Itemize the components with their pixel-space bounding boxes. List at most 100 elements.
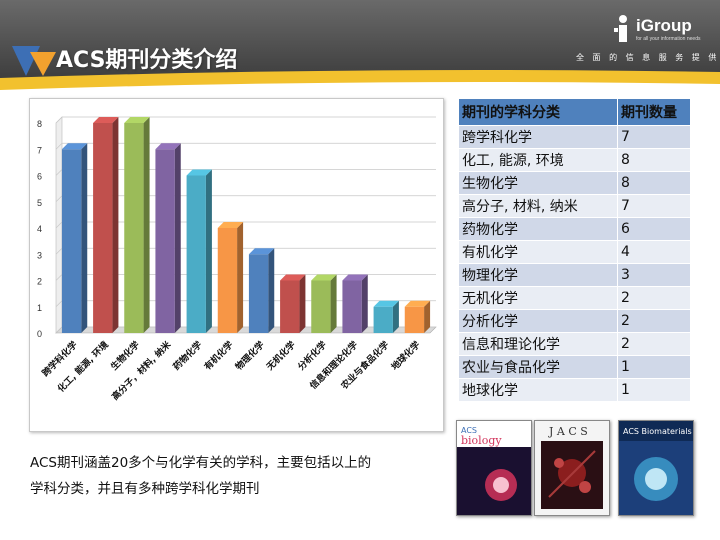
table-cell-count: 4 [617, 240, 691, 264]
bar-side [237, 222, 244, 333]
bar [280, 280, 300, 333]
slide-header [0, 0, 720, 80]
bar-side [361, 274, 368, 333]
bar [404, 306, 425, 333]
bar-top [155, 143, 181, 150]
triangle-logo-icon [12, 46, 56, 76]
x-tick-label: 地球化学 [389, 339, 423, 373]
table-cell-category: 生物化学 [458, 171, 618, 195]
header-category: 期刊的学科分类 [458, 98, 618, 126]
bar-side [143, 117, 150, 333]
category-table: 期刊的学科分类 期刊数量 跨学科化学 7 化工, 能源, 环境 8 生物化学 8 高分子, … [458, 98, 691, 402]
bar [61, 149, 82, 333]
bar-top [61, 143, 88, 150]
x-tick-label: 生物化学 [108, 339, 142, 373]
table-cell-count: 3 [617, 263, 691, 287]
bar-top [248, 248, 275, 255]
y-tick-label: 0 [37, 329, 42, 339]
cover-jacs: J A C S [534, 420, 610, 516]
table-cell-category: 农业与食品化学 [458, 355, 618, 379]
gridline-depth [55, 116, 63, 124]
table-cell-count: 7 [617, 125, 691, 149]
table-row: 农业与食品化学 1 [458, 355, 691, 379]
gridline-depth [55, 169, 63, 176]
cover-acs-chemical-biology-art: ACS biology [457, 421, 531, 515]
caption-line-2: 学科分类，并且有多种跨学科化学期刊 [30, 481, 260, 497]
y-tick-label: 4 [37, 224, 42, 234]
svg-text:J A C S: J A C S [548, 425, 588, 438]
table-cell-count: 7 [617, 194, 691, 218]
cover-acs-biomaterials-art: ACS Biomaterials [619, 421, 693, 515]
table-cell-category: 无机化学 [458, 286, 618, 310]
bar-side [392, 300, 399, 333]
svg-text:ACS: ACS [461, 426, 477, 435]
svg-text:ACS Biomaterials: ACS Biomaterials [623, 427, 692, 436]
x-tick-label: 分析化学 [295, 339, 329, 373]
gridline-depth [55, 300, 63, 307]
y-tick-label: 5 [37, 198, 42, 208]
bar-side [112, 117, 119, 333]
table-cell-count: 8 [617, 171, 691, 195]
bar-side [174, 143, 181, 333]
y-tick-label: 3 [37, 250, 42, 260]
bar [248, 254, 269, 333]
table-row: 分析化学 2 [458, 309, 691, 333]
x-tick-label: 物理化学 [233, 339, 267, 373]
table-row: 化工, 能源, 环境 8 [458, 148, 691, 172]
table-cell-count: 1 [617, 378, 691, 402]
bar-top [93, 117, 119, 123]
brand-tagline: 全 面 的 信 息 服 务 提 供 商 [576, 53, 720, 62]
bar-side [268, 248, 275, 333]
gridline-depth [55, 195, 63, 202]
bar-side [299, 274, 306, 333]
x-tick-label: 有机化学 [202, 339, 236, 373]
bar-top [124, 117, 150, 123]
caption: ACS期刊涵盖20多个与化学有关的学科，主要包括以上的 学科分类，并且有多种跨学… [30, 450, 450, 502]
bar-top [342, 274, 368, 281]
table-cell-category: 高分子, 材料, 纳米 [458, 194, 618, 218]
gridline-depth [55, 248, 63, 255]
brand-name: iGroup [636, 16, 692, 35]
table-cell-category: 信息和理论化学 [458, 332, 618, 356]
y-tick-label: 6 [37, 172, 42, 182]
bar-top [217, 222, 244, 228]
bar [373, 306, 393, 333]
bar-side [330, 274, 337, 333]
caption-line-1: ACS期刊涵盖20多个与化学有关的学科，主要包括以上的 [30, 455, 372, 471]
table-header-row: 期刊的学科分类 期刊数量 [458, 98, 691, 126]
table-cell-count: 2 [617, 309, 691, 333]
igroup-brand: iGroup for all your information needs 全 … [576, 12, 720, 72]
table-cell-count: 1 [617, 355, 691, 379]
bar [186, 175, 206, 333]
x-tick-label: 药物化学 [170, 339, 204, 373]
bar-top [311, 274, 337, 281]
table-cell-count: 2 [617, 286, 691, 310]
table-cell-category: 物理化学 [458, 263, 618, 287]
table-cell-count: 6 [617, 217, 691, 241]
x-tick-label: 无机化学 [263, 339, 298, 374]
table-row: 跨学科化学 7 [458, 125, 691, 149]
table-cell-count: 2 [617, 332, 691, 356]
slide-title: ACS期刊分类介绍 [56, 48, 238, 73]
bar-top [186, 169, 212, 176]
bar-top [280, 274, 306, 281]
table-row: 地球化学 1 [458, 378, 691, 402]
table-row: 无机化学 2 [458, 286, 691, 310]
cover-acs-chemical-biology: ACS biology [456, 420, 532, 516]
table-row: 物理化学 3 [458, 263, 691, 287]
bar [311, 280, 331, 333]
y-tick-label: 8 [37, 119, 42, 129]
table-row: 信息和理论化学 2 [458, 332, 691, 356]
bar [93, 123, 113, 333]
bar-top [373, 300, 399, 307]
table-cell-category: 有机化学 [458, 240, 618, 264]
brand-subtitle: for all your information needs [636, 36, 701, 42]
bar-side [424, 300, 431, 333]
table-cell-count: 8 [617, 148, 691, 172]
bar-side [81, 143, 88, 333]
y-tick-label: 1 [37, 303, 42, 313]
gridline-depth [55, 326, 63, 334]
table-cell-category: 分析化学 [458, 309, 618, 333]
x-tick-label: 高分子，材料, 纳米 [109, 338, 174, 403]
